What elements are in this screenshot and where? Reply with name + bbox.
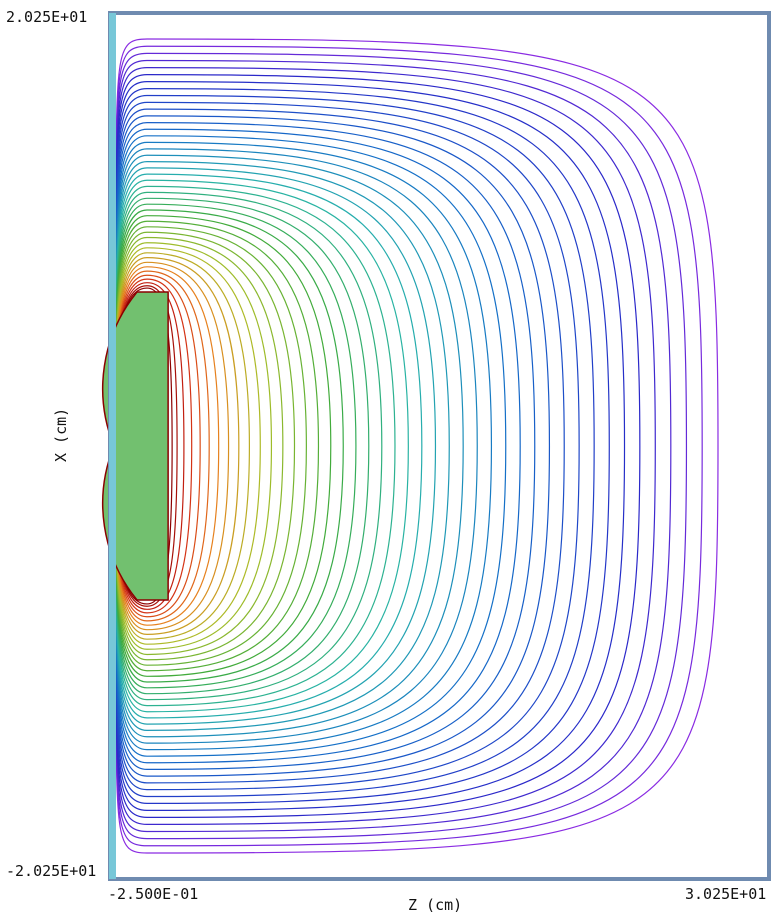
contour-line [113, 122, 536, 770]
contour-line [113, 242, 273, 650]
contour-line [113, 247, 261, 645]
contour-line [113, 148, 478, 744]
x-axis-min-label: -2.500E-01 [108, 885, 199, 903]
contour-line [113, 209, 344, 683]
contour-line [113, 128, 521, 764]
contour-line [113, 191, 383, 701]
contour-line [113, 185, 396, 707]
contour-line [113, 161, 450, 731]
contour-line [113, 197, 370, 695]
contour-line [113, 278, 193, 614]
y-axis-max-label: 2.025E+01 [6, 8, 88, 26]
contour-line [113, 59, 672, 833]
contour-line [113, 81, 626, 811]
contour-line [113, 154, 464, 738]
contour-lines [113, 38, 719, 854]
contour-line [113, 101, 580, 791]
contour-line [113, 135, 507, 757]
contour-line [113, 108, 565, 784]
contour-line [113, 167, 437, 725]
contour-line [113, 220, 320, 672]
contour-line [113, 231, 296, 661]
contour-line [113, 226, 307, 666]
contour-line [113, 261, 230, 631]
contour-line [113, 236, 284, 656]
contour-line [113, 203, 357, 689]
contour-line [113, 94, 595, 798]
x-axis-max-label: 3.025E+01 [685, 885, 767, 903]
contour-line [113, 252, 251, 640]
contour-line [113, 215, 332, 677]
y-axis-min-label: -2.025E+01 [6, 862, 97, 880]
contour-line [113, 270, 210, 622]
contour-line [113, 88, 610, 804]
y-axis-title: X (cm) [52, 407, 70, 462]
contour-line [113, 274, 201, 618]
contour-line [113, 266, 220, 626]
contour-line [113, 67, 656, 825]
left-boundary [109, 13, 116, 879]
contour-line [113, 173, 423, 719]
x-axis-title: Z (cm) [408, 896, 463, 914]
contour-line [113, 74, 641, 818]
contour-line [113, 141, 493, 751]
contour-line [113, 38, 719, 854]
contour-line [113, 52, 688, 840]
contour-line [113, 179, 409, 713]
contour-line [113, 257, 240, 635]
contour-line [113, 115, 551, 777]
contour-line [113, 45, 703, 847]
